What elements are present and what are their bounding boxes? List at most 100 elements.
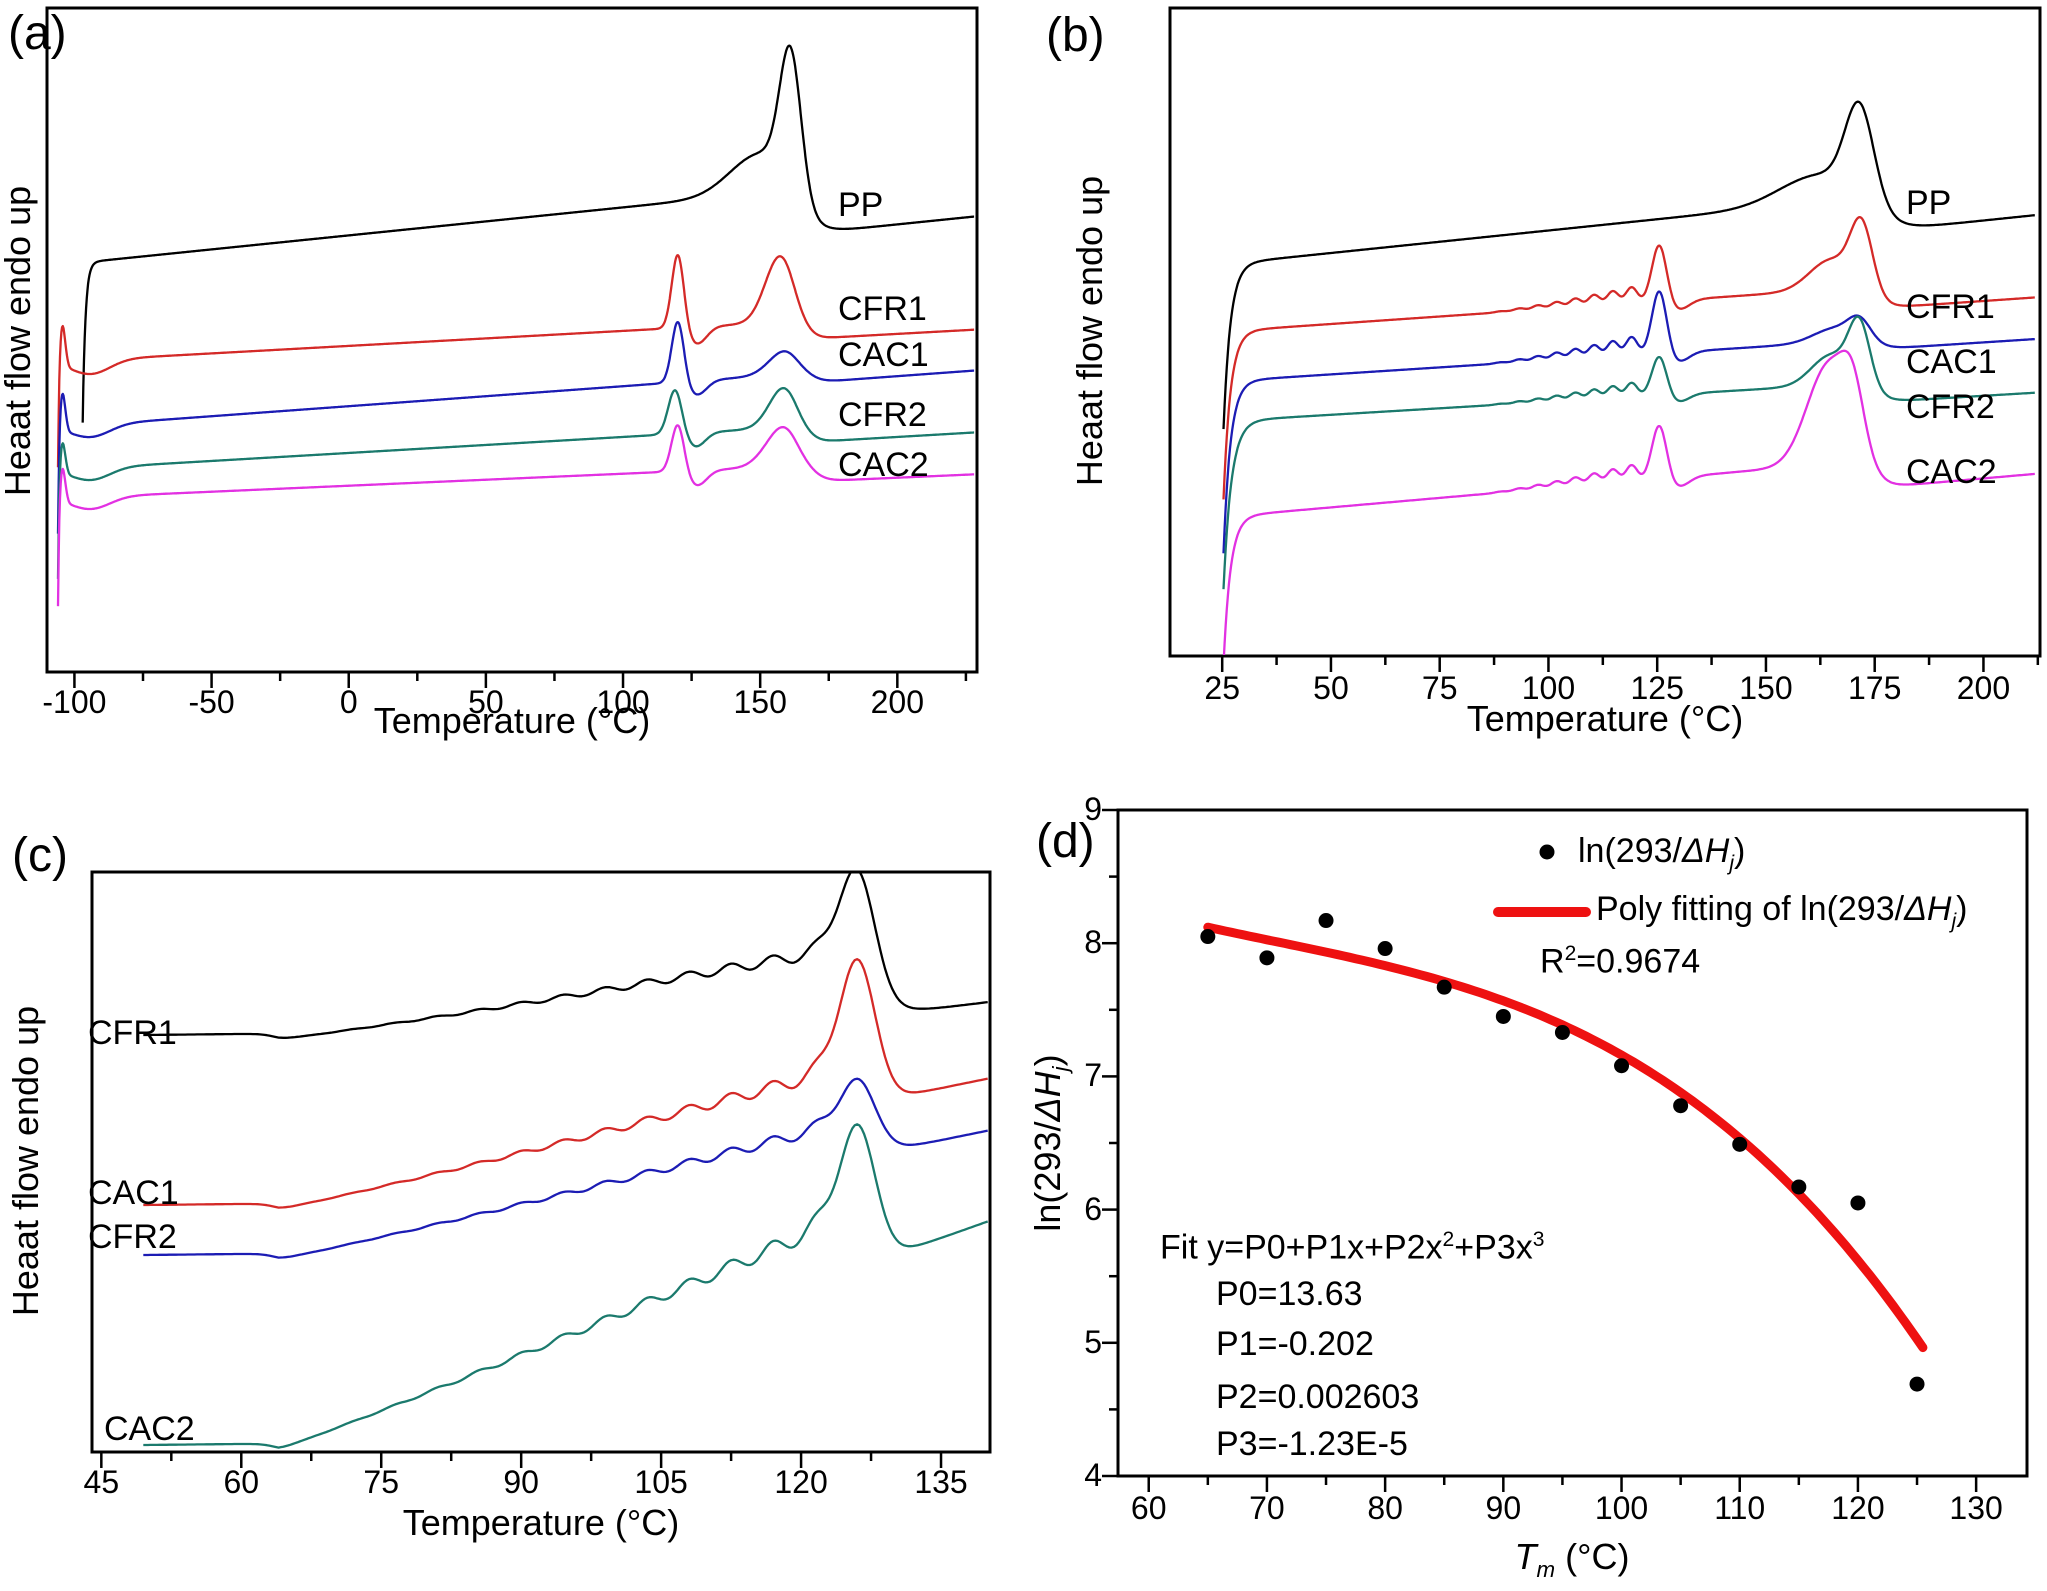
curve-CAC2 [143, 1123, 989, 1449]
x-tick-label: 25 [1204, 670, 1240, 706]
fit-param-p0: P0=13.63 [1216, 1275, 1363, 1313]
x-tick-label: 125 [1630, 670, 1684, 706]
curve-CAC1 [143, 958, 988, 1209]
x-tick-label: 70 [1249, 1490, 1285, 1526]
curve-label-PP: PP [1906, 184, 1952, 222]
curve-CAC2 [56, 424, 975, 607]
x-tick-label: 130 [1949, 1490, 2003, 1526]
data-point [1909, 1376, 1925, 1392]
panel-d-y-axis-label: ln(293/ΔHj) [1027, 943, 1073, 1343]
data-point [1200, 929, 1216, 945]
y-tick-label: 7 [1084, 1057, 1102, 1094]
panel-c-plot [90, 870, 992, 1468]
panel-d: (d) ln(293/ΔHj) Tm (°C) ln(293/ΔHj) Poly… [1020, 791, 2047, 1591]
curve-CFR1 [143, 873, 988, 1039]
r-squared-value: R2=0.9674 [1540, 942, 1701, 981]
x-tick-label: 60 [1130, 1490, 1167, 1526]
curve-PP [81, 44, 975, 423]
curve-label-CAC1: CAC1 [88, 1174, 179, 1212]
y-tick-label: 8 [1084, 924, 1102, 961]
panel-b-y-axis-label: Heaat flow endo up [1069, 175, 1110, 487]
panel-a: (a) Heaat flow endo up Temperature (°C) … [0, 0, 1020, 800]
data-point [1673, 1098, 1689, 1114]
data-point [1614, 1058, 1630, 1074]
panel-c-letter: (c) [12, 829, 68, 882]
fit-param-p1: P1=-0.202 [1216, 1325, 1374, 1363]
data-point [1436, 979, 1452, 995]
panel-c-x-axis-label: Temperature (°C) [402, 1502, 680, 1543]
d-xlabel-sub: m [1536, 1557, 1556, 1583]
y-tick-label: 6 [1084, 1190, 1102, 1227]
x-tick-label: 60 [223, 1464, 260, 1500]
fit-param-p2: P2=0.002603 [1216, 1378, 1420, 1416]
x-tick-label: 150 [733, 684, 787, 720]
curve-label-CFR1: CFR1 [838, 290, 927, 328]
panel-d-letter: (d) [1036, 815, 1095, 868]
d-xlabel-T: T [1514, 1536, 1537, 1577]
plot-frame [90, 870, 992, 1454]
x-tick-label: 50 [468, 684, 504, 720]
panel-a-plot [45, 6, 979, 688]
curve-CFR2 [1222, 315, 2035, 590]
legend-point-marker [1539, 844, 1555, 860]
panel-b-letter: (b) [1046, 9, 1105, 62]
panel-a-letter: (a) [8, 7, 67, 60]
x-tick-label: -50 [188, 684, 235, 720]
data-point [1850, 1195, 1866, 1211]
x-tick-label: 90 [503, 1464, 539, 1500]
plot-frame [1168, 6, 2042, 658]
panel-d-plot [1102, 808, 2029, 1492]
x-tick-label: 105 [634, 1464, 688, 1500]
x-tick-label: 120 [1831, 1490, 1885, 1526]
x-tick-label: 90 [1485, 1490, 1522, 1526]
curve-label-CFR1: CFR1 [1906, 288, 1995, 326]
x-tick-label: 110 [1714, 1490, 1766, 1526]
curve-label-CAC1: CAC1 [838, 336, 929, 374]
x-tick-label: 200 [1956, 670, 2011, 706]
curve-CFR2 [56, 386, 975, 579]
curve-PP [1222, 100, 2035, 430]
y-tick-label: 5 [1084, 1323, 1102, 1360]
fit-equation: Fit y=P0+P1x+P2x2+P3x3 [1160, 1228, 1545, 1267]
x-tick-label: 100 [1521, 670, 1576, 706]
curve-CFR2 [143, 1077, 988, 1259]
curve-CFR1 [56, 254, 975, 468]
data-point [1377, 941, 1393, 957]
x-tick-label: 135 [914, 1464, 968, 1500]
panel-a-y-axis-label: Heaat flow endo up [0, 185, 38, 497]
legend-entry-fit: Poly fitting of ln(293/ΔHj) [1596, 890, 1968, 933]
data-point [1791, 1179, 1807, 1195]
panel-b: (b) Heaat flow endo up Temperature (°C) … [1020, 0, 2047, 800]
x-tick-label: 50 [1313, 670, 1349, 706]
y-tick-label: 4 [1084, 1457, 1102, 1493]
curve-label-CFR2: CFR2 [1906, 388, 1995, 426]
curve-label-CAC2: CAC2 [838, 446, 929, 484]
curve-label-CAC2: CAC2 [104, 1410, 195, 1448]
panel-b-x-axis-label: Temperature (°C) [1466, 698, 1744, 739]
panel-c: (c) Heaat flow endo up Temperature (°C) … [0, 800, 1020, 1591]
curve-label-CAC2: CAC2 [1906, 453, 1997, 491]
x-tick-label: 175 [1847, 670, 1902, 706]
x-tick-label: -100 [42, 684, 107, 720]
fit-param-p3: P3=-1.23E-5 [1216, 1425, 1408, 1463]
panel-b-plot [1168, 6, 2042, 672]
data-point [1732, 1136, 1748, 1152]
x-tick-label: 75 [1421, 670, 1458, 706]
data-point [1318, 913, 1334, 929]
x-tick-label: 100 [596, 684, 650, 720]
panel-a-x-axis-label: Temperature (°C) [373, 700, 651, 741]
x-tick-label: 200 [870, 684, 925, 720]
x-tick-label: 100 [1594, 1490, 1649, 1526]
x-tick-label: 45 [83, 1464, 120, 1500]
plot-frame [45, 6, 979, 674]
x-tick-label: 0 [339, 684, 358, 720]
d-xlabel-unit: (°C) [1555, 1536, 1630, 1577]
curve-label-CAC1: CAC1 [1906, 343, 1997, 381]
x-tick-label: 75 [363, 1464, 400, 1500]
legend-entry-points: ln(293/ΔHj) [1578, 832, 1746, 875]
data-point [1495, 1008, 1511, 1024]
curve-CFR1 [1222, 215, 2035, 500]
x-tick-label: 80 [1367, 1490, 1403, 1526]
x-tick-label: 150 [1739, 670, 1793, 706]
